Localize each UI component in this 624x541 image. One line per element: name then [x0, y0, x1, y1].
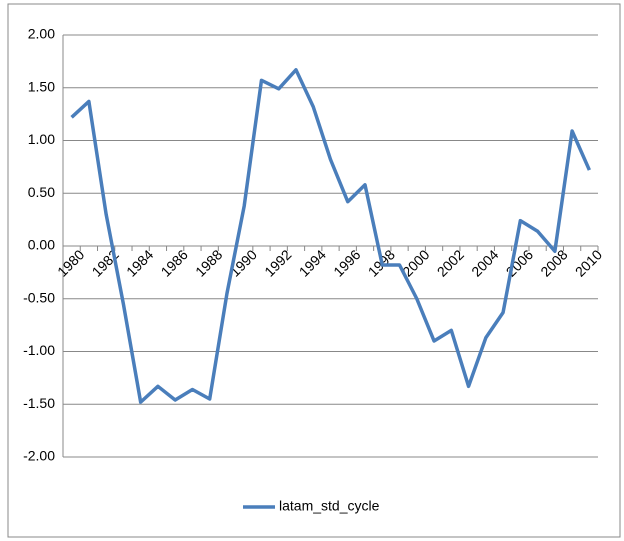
y-tick-label: -2.00 — [23, 448, 55, 464]
legend-label: latam_std_cycle — [279, 498, 380, 514]
y-tick-label: 2.00 — [28, 26, 55, 42]
series-line — [70, 68, 591, 404]
y-tick-label: -0.50 — [23, 289, 55, 305]
y-tick-label: 1.00 — [28, 131, 55, 147]
y-tick-label: 0.00 — [28, 237, 55, 253]
y-tick-label: -1.50 — [23, 395, 55, 411]
chart-frame — [7, 3, 621, 538]
y-tick-label: -1.00 — [23, 342, 55, 358]
y-tick-label: 0.50 — [28, 184, 55, 200]
y-tick-label: 1.50 — [28, 78, 55, 94]
